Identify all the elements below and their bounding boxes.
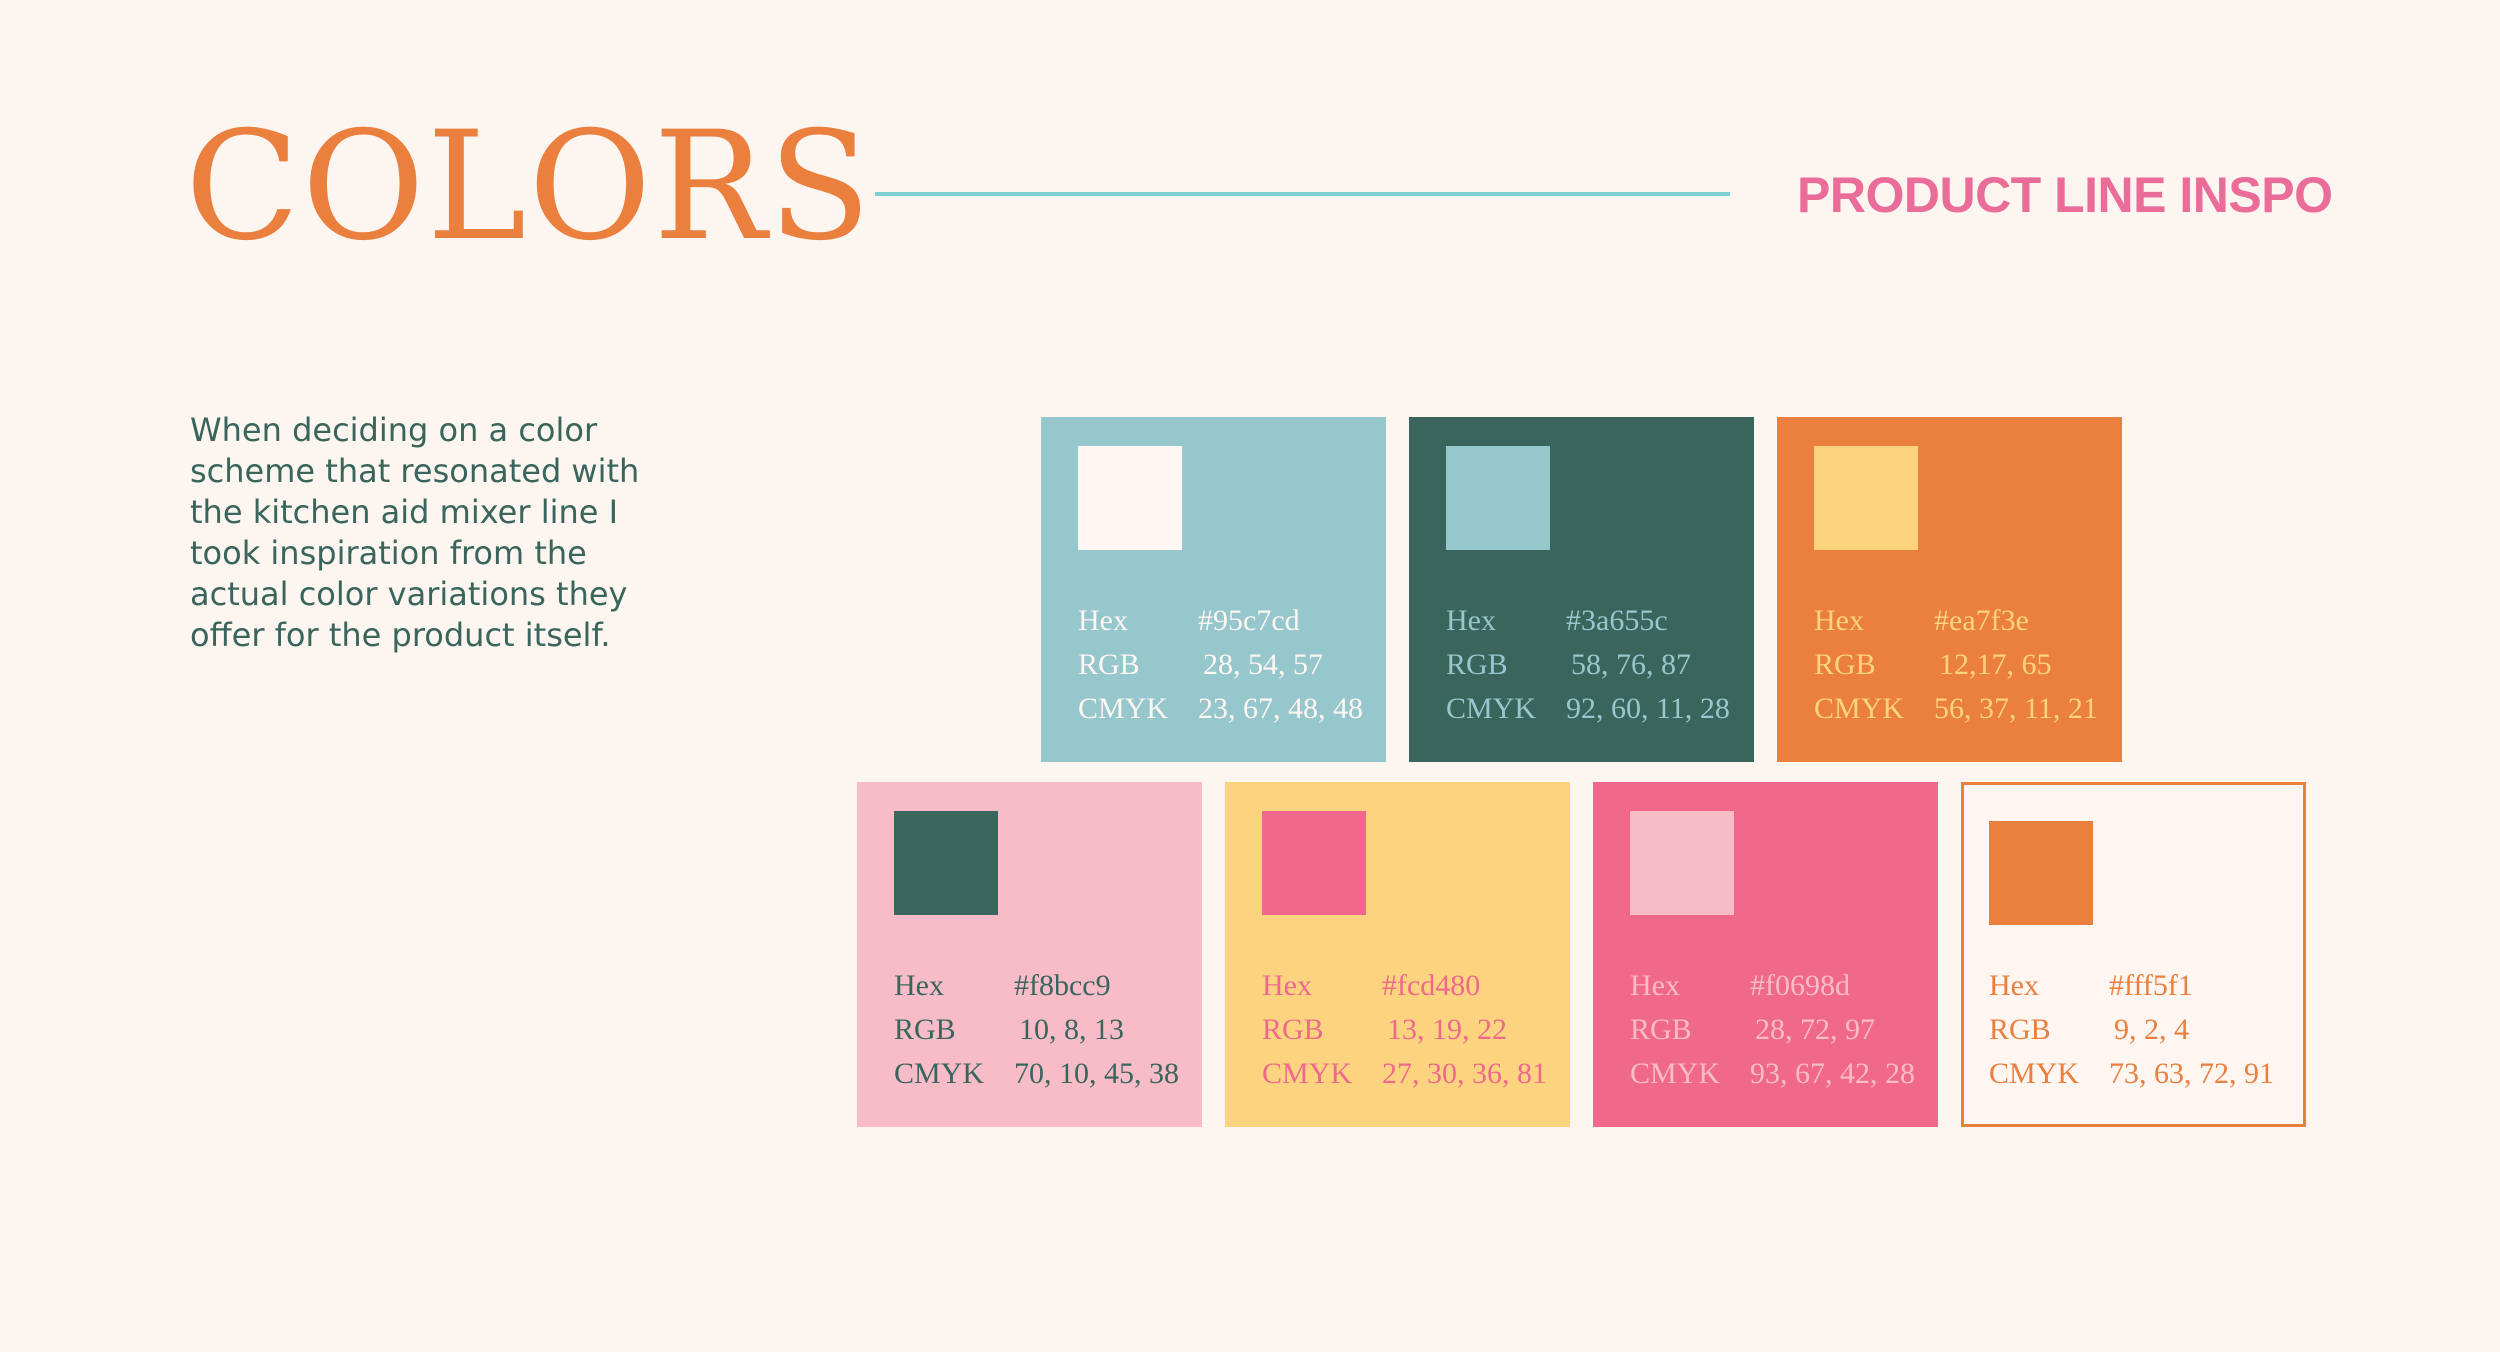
hex-label: Hex <box>1814 604 1864 637</box>
cmyk-label: CMYK <box>1989 1057 2080 1090</box>
rgb-label: RGB <box>1262 1013 1324 1046</box>
color-info: Hex #ea7f3e RGB 12,17, 65 CMYK 56, 37, 11, … <box>1814 599 2098 731</box>
page-title: COLORS <box>185 100 874 274</box>
cmyk-value: 56, 37, 11, 21 <box>1934 692 2098 725</box>
color-info: Hex #3a655c RGB 58, 76, 87 CMYK 92, 60, 11,… <box>1446 599 1730 731</box>
color-card-pink: Hex #f8bcc9 RGB 10, 8, 13 CMYK 70, 10, 45, … <box>857 782 1202 1127</box>
rgb-value: 28, 72, 97 <box>1755 1013 1875 1046</box>
hex-value: #3a655c <box>1566 604 1668 637</box>
rgb-value: 28, 54, 57 <box>1203 648 1323 681</box>
cmyk-label: CMYK <box>1814 692 1905 725</box>
cmyk-value: 73, 63, 72, 91 <box>2109 1057 2274 1090</box>
hex-value: #fcd480 <box>1382 969 1481 1002</box>
color-info: Hex #fcd480 RGB 13, 19, 22 CMYK 27, 30, 36,… <box>1262 964 1547 1096</box>
rgb-value: 10, 8, 13 <box>1019 1013 1124 1046</box>
hex-value: #fff5f1 <box>2109 969 2193 1002</box>
rgb-label: RGB <box>1630 1013 1692 1046</box>
cmyk-value: 92, 60, 11, 28 <box>1566 692 1730 725</box>
cmyk-value: 70, 10, 45, 38 <box>1014 1057 1179 1090</box>
hex-value: #f0698d <box>1750 969 1850 1002</box>
page-subtitle: PRODUCT LINE INSPO <box>1797 167 2333 223</box>
color-info: Hex #f0698d RGB 28, 72, 97 CMYK 93, 67, 42,… <box>1630 964 1915 1096</box>
cmyk-label: CMYK <box>1078 692 1169 725</box>
color-card-green: Hex #3a655c RGB 58, 76, 87 CMYK 92, 60, 11,… <box>1409 417 1754 762</box>
description-text: When deciding on a color scheme that res… <box>190 411 640 654</box>
color-info: Hex #95c7cd RGB 28, 54, 57 CMYK 23, 67, 48,… <box>1078 599 1363 731</box>
rgb-label: RGB <box>894 1013 956 1046</box>
hex-value: #ea7f3e <box>1934 604 2029 637</box>
rgb-label: RGB <box>1814 648 1876 681</box>
cmyk-label: CMYK <box>1630 1057 1721 1090</box>
color-swatch <box>1989 821 2093 925</box>
rgb-value: 12,17, 65 <box>1939 648 2052 681</box>
hex-label: Hex <box>1630 969 1680 1002</box>
hex-label: Hex <box>894 969 944 1002</box>
hex-label: Hex <box>1989 969 2039 1002</box>
color-swatch <box>894 811 998 915</box>
rgb-label: RGB <box>1446 648 1508 681</box>
cmyk-label: CMYK <box>1446 692 1537 725</box>
color-swatch <box>1446 446 1550 550</box>
rgb-value: 58, 76, 87 <box>1571 648 1691 681</box>
cmyk-label: CMYK <box>894 1057 985 1090</box>
color-card-teal: Hex #95c7cd RGB 28, 54, 57 CMYK 23, 67, 48,… <box>1041 417 1386 762</box>
hex-label: Hex <box>1078 604 1128 637</box>
rgb-label: RGB <box>1078 648 1140 681</box>
divider-line <box>875 192 1730 196</box>
color-card-yellow: Hex #fcd480 RGB 13, 19, 22 CMYK 27, 30, 36,… <box>1225 782 1570 1127</box>
color-swatch <box>1814 446 1918 550</box>
cmyk-value: 93, 67, 42, 28 <box>1750 1057 1915 1090</box>
rgb-value: 13, 19, 22 <box>1387 1013 1507 1046</box>
color-card-hotpink: Hex #f0698d RGB 28, 72, 97 CMYK 93, 67, 42,… <box>1593 782 1938 1127</box>
color-card-orange: Hex #ea7f3e RGB 12,17, 65 CMYK 56, 37, 11, … <box>1777 417 2122 762</box>
rgb-label: RGB <box>1989 1013 2051 1046</box>
color-swatch <box>1262 811 1366 915</box>
hex-label: Hex <box>1262 969 1312 1002</box>
hex-value: #95c7cd <box>1198 604 1300 637</box>
color-swatch <box>1078 446 1182 550</box>
hex-value: #f8bcc9 <box>1014 969 1111 1002</box>
rgb-value: 9, 2, 4 <box>2114 1013 2189 1046</box>
color-info: Hex #fff5f1 RGB 9, 2, 4 CMYK 73, 63, 72, 91 <box>1989 964 2274 1096</box>
color-swatch <box>1630 811 1734 915</box>
cmyk-value: 23, 67, 48, 48 <box>1198 692 1363 725</box>
color-card-cream: Hex #fff5f1 RGB 9, 2, 4 CMYK 73, 63, 72, 91 <box>1961 782 2306 1127</box>
color-info: Hex #f8bcc9 RGB 10, 8, 13 CMYK 70, 10, 45, … <box>894 964 1179 1096</box>
cmyk-label: CMYK <box>1262 1057 1353 1090</box>
cmyk-value: 27, 30, 36, 81 <box>1382 1057 1547 1090</box>
hex-label: Hex <box>1446 604 1496 637</box>
